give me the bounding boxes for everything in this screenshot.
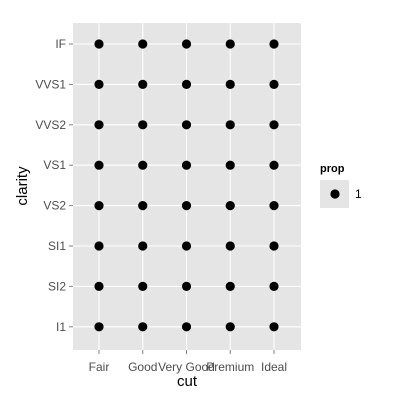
data-point [138,120,148,130]
data-point [181,79,192,89]
legend-label: 1 [355,187,362,201]
data-point [138,79,148,89]
data-point [94,120,104,130]
x-tick-label: Premium [206,360,254,374]
y-tick-label: SI1 [48,239,66,253]
y-tick-label: IF [55,37,66,51]
data-point [138,281,148,291]
x-tick-label: Very Good [158,360,215,374]
data-point [225,39,235,49]
data-point [138,160,148,170]
data-point [94,160,104,170]
legend: prop 1 [320,163,362,208]
data-point [181,281,192,291]
data-point [138,39,148,49]
data-point [94,322,104,332]
data-point [181,322,192,332]
y-tick-label: VVS1 [35,77,66,91]
data-point [94,79,104,89]
data-point [225,281,235,291]
data-point [269,39,279,49]
data-point [181,160,192,170]
y-tick-label: SI2 [48,279,66,293]
x-tick-label: Ideal [261,360,287,374]
data-point [181,120,192,130]
data-point [269,120,279,130]
data-point [269,160,279,170]
data-point [269,281,279,291]
data-point [138,201,148,211]
data-point [181,201,192,211]
data-point [225,201,235,211]
data-point [269,322,279,332]
data-point [94,281,104,291]
data-point [181,241,192,251]
data-point [225,241,235,251]
data-point [269,79,279,89]
data-point [225,322,235,332]
y-tick-label: VS2 [43,199,66,213]
x-tick-label: Good [128,360,157,374]
data-point [94,39,104,49]
data-point [225,160,235,170]
data-points [94,39,279,332]
y-axis-ticks: I1 SI2 SI1 VS2 VS1 VVS2 VVS1 IF [35,37,73,334]
data-point [225,120,235,130]
y-axis-title: clarity [14,166,31,206]
x-axis-title: cut [177,373,198,390]
data-point [94,241,104,251]
data-point [181,39,192,49]
y-tick-label: VVS2 [35,118,66,132]
data-point [269,201,279,211]
y-tick-label: I1 [56,320,66,334]
legend-title: prop [320,163,345,175]
data-point [138,241,148,251]
data-point [138,322,148,332]
data-point [225,79,235,89]
y-tick-label: VS1 [43,158,66,172]
x-tick-label: Fair [89,360,110,374]
data-point [269,241,279,251]
data-point [94,201,104,211]
legend-point-icon [330,189,340,199]
